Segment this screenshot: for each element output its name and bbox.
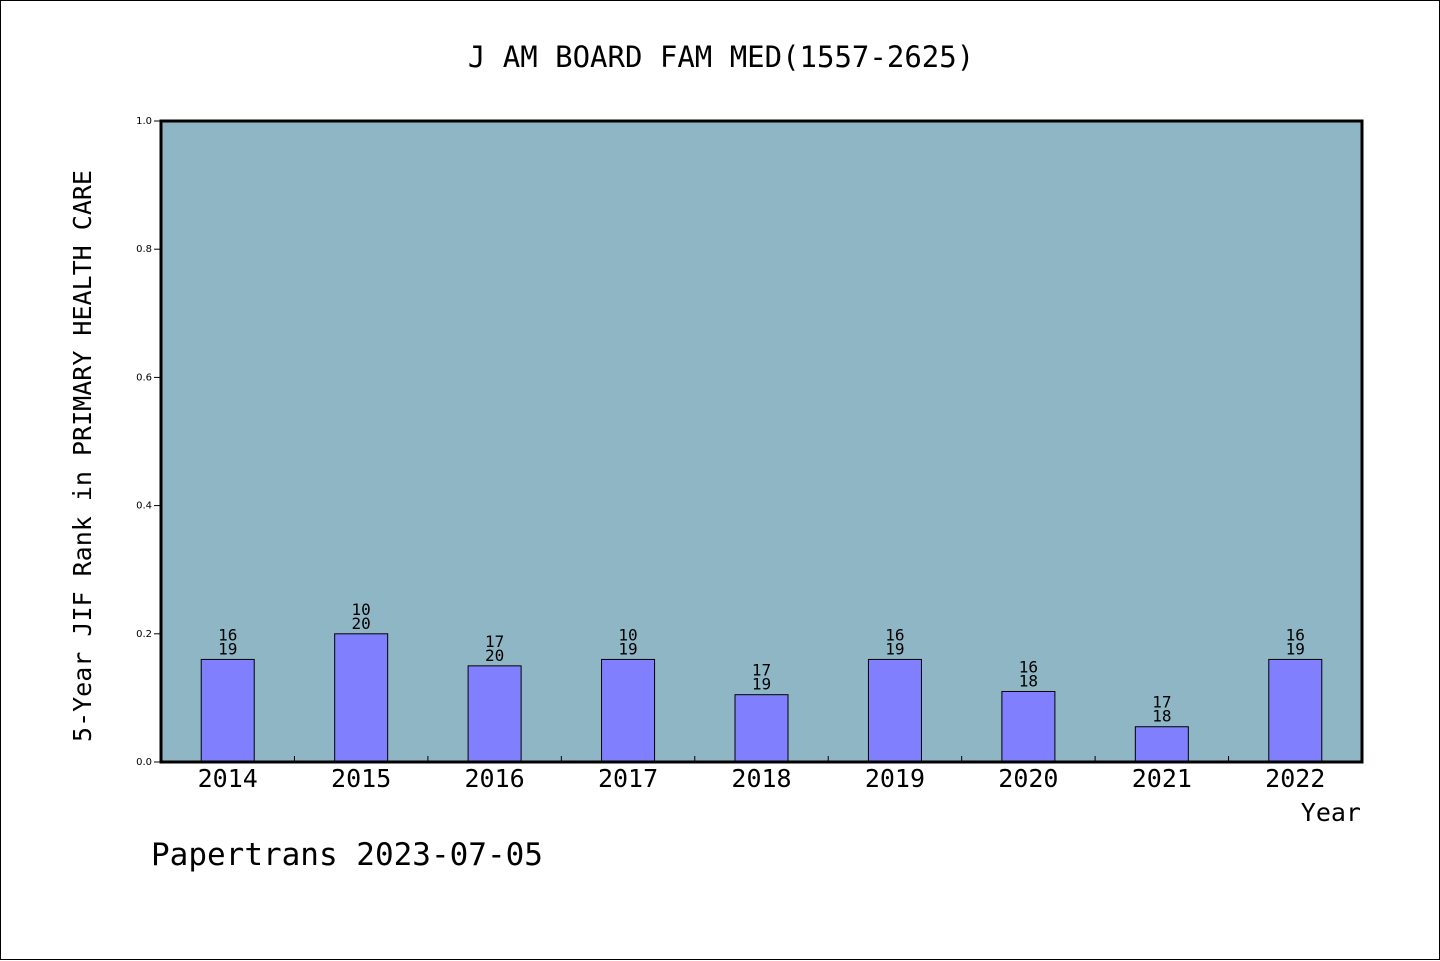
x-tick-label-2019: 2019 (865, 764, 925, 793)
plot-border (159, 119, 1364, 764)
chart-title: J AM BOARD FAM MED(1557-2625) (468, 40, 974, 74)
bar-label-top-2016: 17 (485, 632, 504, 651)
bar-label-bottom-2020: 18 (1019, 671, 1038, 690)
bar-label-top-2022: 16 (1286, 625, 1305, 644)
y-axis: 0.0 0.2 0.4 0.6 0.8 1.0 (136, 116, 161, 768)
bar-label-bottom-2017: 19 (618, 639, 637, 658)
x-tick-label-2017: 2017 (598, 764, 658, 793)
x-tick-label-2016: 2016 (465, 764, 525, 793)
bar-label-bottom-2022: 19 (1286, 639, 1305, 658)
bar-label-top-2021: 17 (1152, 693, 1171, 712)
y-tick-label-0.4: 0.4 (136, 501, 152, 512)
bar-label-bottom-2015: 20 (352, 614, 371, 633)
bar-label-top-2015: 10 (352, 600, 371, 619)
bar-2022 (1268, 658, 1323, 763)
x-tick-label-2022: 2022 (1265, 764, 1325, 793)
y-axis-label: 5-Year JIF Rank in PRIMARY HEALTH CARE (68, 170, 97, 742)
x-tick-label-2020: 2020 (998, 764, 1058, 793)
bar-2021 (1134, 726, 1189, 763)
bar-label-top-2020: 16 (1019, 657, 1038, 676)
y-tick-label-0.0: 0.0 (136, 757, 152, 768)
x-tick-label-2015: 2015 (331, 764, 391, 793)
x-tick-label-2021: 2021 (1132, 764, 1192, 793)
x-tick-label-2014: 2014 (198, 764, 258, 793)
bar-label-top-2018: 17 (752, 661, 771, 680)
bars-layer (200, 633, 1323, 763)
bar-label-bottom-2014: 19 (218, 639, 237, 658)
x-axis-label: Year (1301, 798, 1361, 827)
bar-label-top-2017: 10 (618, 625, 637, 644)
bar-2018 (734, 694, 789, 763)
bar-label-top-2014: 16 (218, 625, 237, 644)
bar-label-bottom-2019: 19 (885, 639, 904, 658)
bar-2020 (1001, 690, 1056, 763)
y-tick-label-0.2: 0.2 (136, 629, 152, 640)
y-tick-label-0.6: 0.6 (136, 372, 152, 383)
bar-2014 (200, 658, 255, 763)
bar-2017 (601, 658, 656, 763)
y-tick-label-1.0: 1.0 (136, 116, 152, 127)
x-tick-label-2018: 2018 (731, 764, 791, 793)
bar-2019 (867, 658, 922, 763)
x-axis: 2014 2015 2016 2017 2018 2019 2020 2021 2022 (198, 756, 1325, 793)
bar-2016 (467, 665, 522, 763)
bar-label-bottom-2021: 18 (1152, 707, 1171, 726)
bar-label-bottom-2016: 20 (485, 646, 504, 665)
footer-note: Papertrans 2023-07-05 (151, 837, 543, 873)
bar-2015 (334, 633, 389, 763)
bar-label-top-2019: 16 (885, 625, 904, 644)
bar-label-bottom-2018: 19 (752, 675, 771, 694)
y-tick-label-0.8: 0.8 (136, 244, 152, 255)
